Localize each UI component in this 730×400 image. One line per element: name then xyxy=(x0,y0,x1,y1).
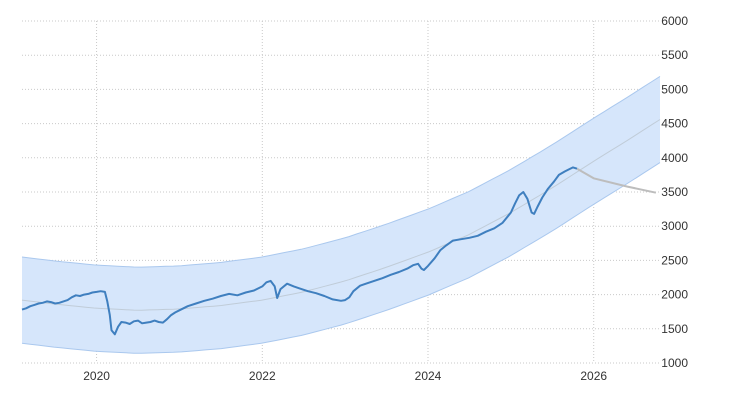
x-tick-label: 2026 xyxy=(580,369,607,383)
data-series xyxy=(21,166,657,336)
x-tick-label: 2024 xyxy=(415,369,442,383)
y-tick-label: 4000 xyxy=(661,151,688,165)
y-tick-label: 4500 xyxy=(661,117,688,131)
y-tick-label: 5000 xyxy=(661,82,688,96)
channel-upper-edge xyxy=(21,75,661,268)
channel-lower-edge xyxy=(21,162,661,354)
x-tick-label: 2020 xyxy=(83,369,110,383)
y-tick-label: 3000 xyxy=(661,219,688,233)
x-axis-ticks: 2020 2022 2024 2026 xyxy=(83,369,607,383)
x-tick-label: 2022 xyxy=(249,369,276,383)
y-tick-label: 2500 xyxy=(661,253,688,267)
trend-channel xyxy=(21,75,661,354)
trend-center-line xyxy=(21,119,661,311)
y-tick-label: 2000 xyxy=(661,288,688,302)
y-tick-label: 5500 xyxy=(661,48,688,62)
y-axis-ticks: 1000 1500 2000 2500 3000 3500 4000 4500 5000 5500… xyxy=(661,14,688,370)
actual-series-line xyxy=(21,166,578,336)
y-tick-label: 6000 xyxy=(661,14,688,28)
y-tick-label: 1500 xyxy=(661,322,688,336)
forecast-series-line xyxy=(576,167,657,194)
y-tick-label: 3500 xyxy=(661,185,688,199)
y-tick-label: 1000 xyxy=(661,356,688,370)
channel-band xyxy=(22,76,660,354)
